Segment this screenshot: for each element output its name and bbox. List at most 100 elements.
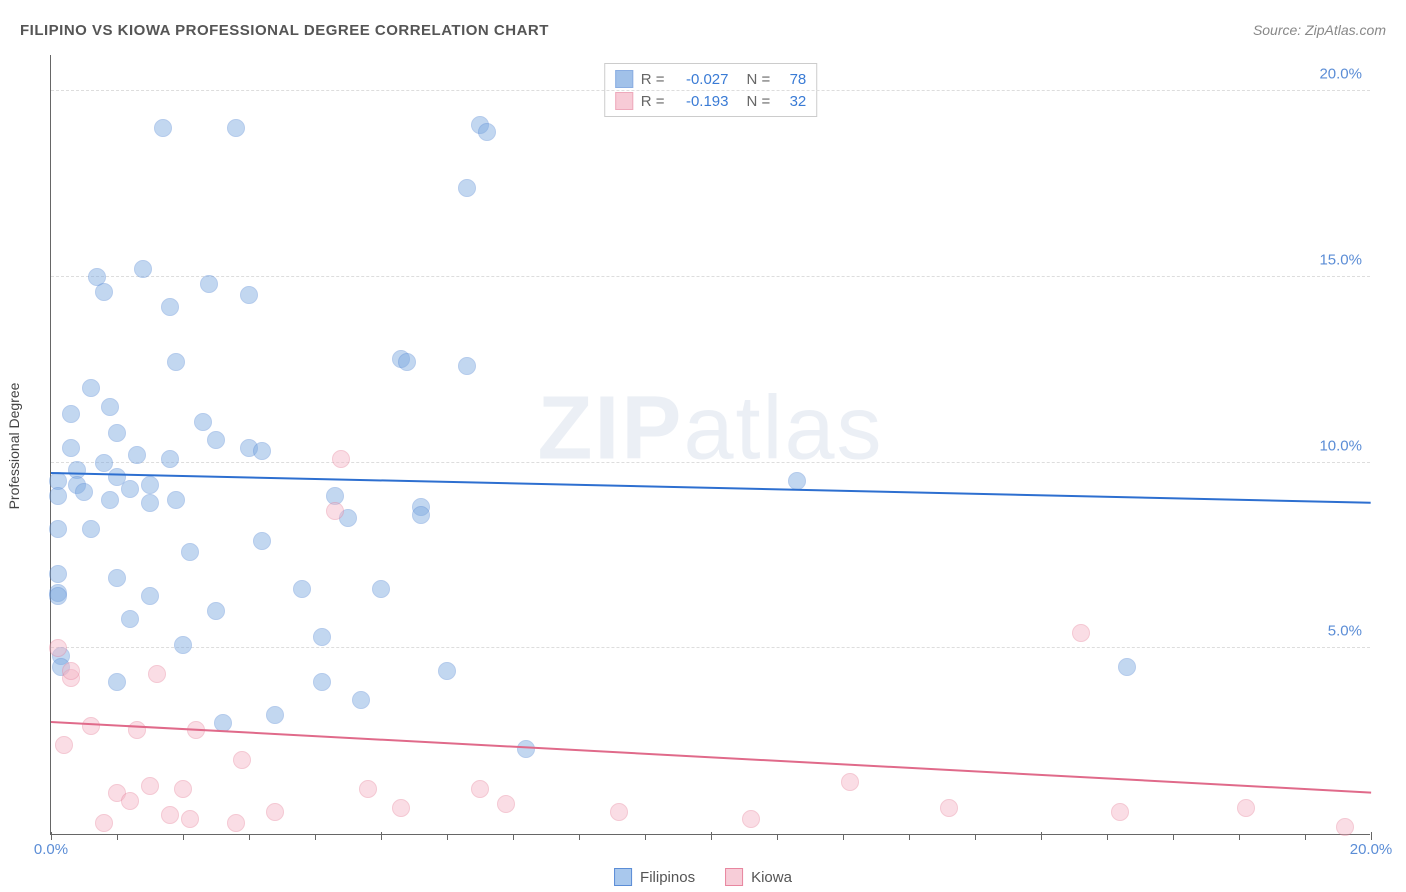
x-tick: [975, 835, 976, 840]
data-point: [108, 424, 126, 442]
data-point: [49, 587, 67, 605]
x-tick: [1041, 832, 1042, 840]
r-value: -0.027: [673, 71, 729, 88]
grid-line: [51, 90, 1370, 91]
x-tick: [447, 835, 448, 840]
x-tick: [117, 835, 118, 840]
data-point: [82, 379, 100, 397]
data-point: [62, 662, 80, 680]
data-point: [62, 439, 80, 457]
data-point: [841, 773, 859, 791]
data-point: [95, 454, 113, 472]
data-point: [940, 799, 958, 817]
data-point: [55, 736, 73, 754]
data-point: [49, 520, 67, 538]
data-point: [154, 119, 172, 137]
data-point: [161, 450, 179, 468]
plot-area: ZIPatlas R =-0.027N =78R =-0.193N =32 5.…: [50, 55, 1370, 835]
data-point: [227, 119, 245, 137]
data-point: [1336, 818, 1354, 836]
x-tick: [51, 832, 52, 840]
data-point: [253, 532, 271, 550]
data-point: [398, 353, 416, 371]
x-tick-label: 20.0%: [1350, 841, 1393, 858]
data-point: [108, 673, 126, 691]
data-point: [194, 413, 212, 431]
x-tick: [1107, 835, 1108, 840]
data-point: [458, 357, 476, 375]
source-label: Source: ZipAtlas.com: [1253, 22, 1386, 38]
data-point: [174, 636, 192, 654]
data-point: [75, 483, 93, 501]
data-point: [148, 665, 166, 683]
x-tick: [777, 835, 778, 840]
y-tick-label: 20.0%: [1319, 66, 1362, 83]
data-point: [101, 491, 119, 509]
x-tick: [1305, 835, 1306, 840]
data-point: [742, 810, 760, 828]
legend-label: Filipinos: [640, 869, 695, 886]
data-point: [326, 502, 344, 520]
legend-swatch: [725, 868, 743, 886]
data-point: [1111, 803, 1129, 821]
data-point: [471, 780, 489, 798]
x-tick: [645, 835, 646, 840]
data-point: [200, 275, 218, 293]
chart-title: FILIPINO VS KIOWA PROFESSIONAL DEGREE CO…: [20, 22, 549, 39]
bottom-legend: Filipinos Kiowa: [614, 868, 792, 886]
x-tick: [579, 835, 580, 840]
data-point: [167, 491, 185, 509]
x-tick: [315, 835, 316, 840]
data-point: [141, 777, 159, 795]
watermark-bold: ZIP: [537, 378, 683, 478]
data-point: [1237, 799, 1255, 817]
x-tick: [1239, 835, 1240, 840]
data-point: [62, 405, 80, 423]
data-point: [458, 179, 476, 197]
x-tick: [1371, 832, 1372, 840]
data-point: [438, 662, 456, 680]
data-point: [253, 442, 271, 460]
data-point: [610, 803, 628, 821]
trend-line: [51, 472, 1371, 504]
y-tick-label: 15.0%: [1319, 251, 1362, 268]
r-value: -0.193: [673, 93, 729, 110]
legend-item: Kiowa: [725, 868, 792, 886]
legend-swatch: [615, 70, 633, 88]
data-point: [497, 795, 515, 813]
data-point: [161, 298, 179, 316]
y-tick-label: 10.0%: [1319, 437, 1362, 454]
data-point: [392, 799, 410, 817]
legend-swatch: [615, 92, 633, 110]
x-tick: [513, 835, 514, 840]
data-point: [207, 431, 225, 449]
n-value: 32: [778, 93, 806, 110]
x-tick: [843, 835, 844, 840]
n-label: N =: [747, 71, 771, 88]
x-tick: [183, 835, 184, 840]
data-point: [1118, 658, 1136, 676]
watermark-rest: atlas: [683, 378, 883, 478]
data-point: [121, 610, 139, 628]
data-point: [227, 814, 245, 832]
data-point: [134, 260, 152, 278]
data-point: [161, 806, 179, 824]
data-point: [352, 691, 370, 709]
legend-swatch: [614, 868, 632, 886]
x-tick: [381, 832, 382, 840]
x-tick: [711, 832, 712, 840]
data-point: [101, 398, 119, 416]
data-point: [332, 450, 350, 468]
data-point: [128, 446, 146, 464]
data-point: [49, 487, 67, 505]
legend-label: Kiowa: [751, 869, 792, 886]
stats-row: R =-0.193N =32: [615, 90, 807, 112]
n-value: 78: [778, 71, 806, 88]
data-point: [141, 587, 159, 605]
data-point: [233, 751, 251, 769]
data-point: [121, 792, 139, 810]
legend-item: Filipinos: [614, 868, 695, 886]
grid-line: [51, 462, 1370, 463]
data-point: [313, 628, 331, 646]
data-point: [174, 780, 192, 798]
